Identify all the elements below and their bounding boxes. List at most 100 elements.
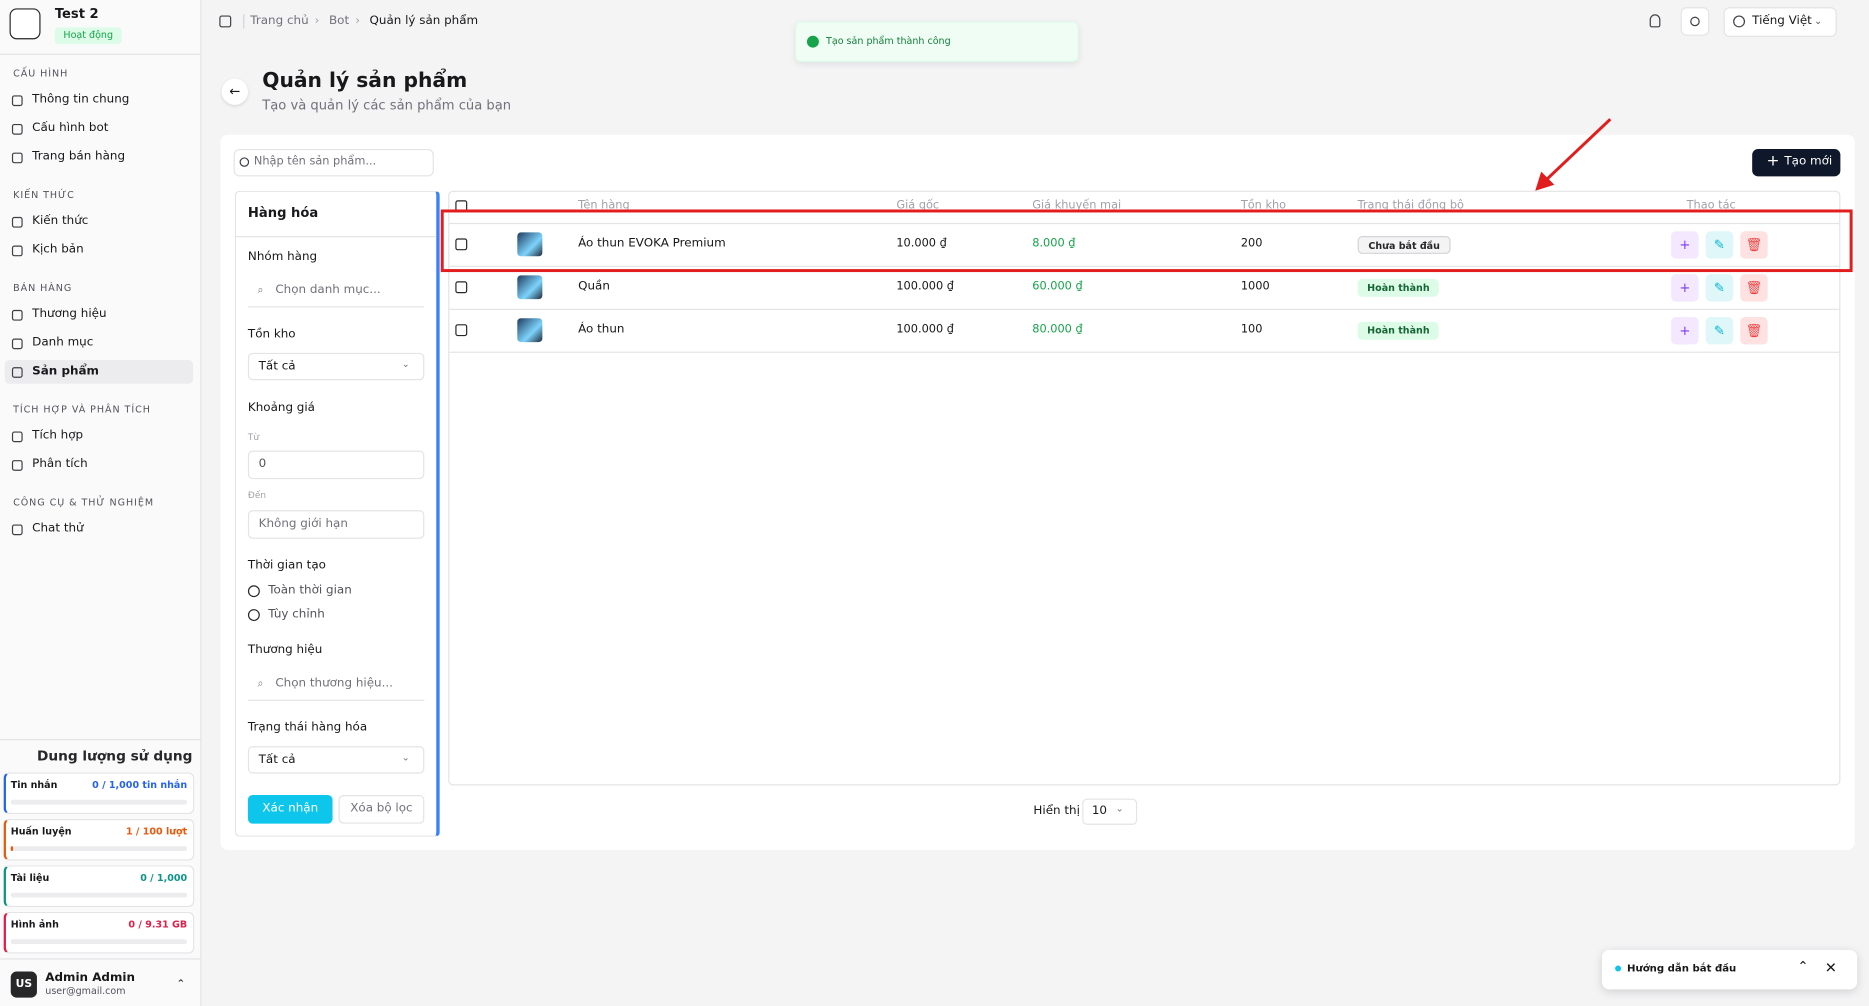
radio-label[interactable]: Toàn thời gian — [268, 584, 352, 598]
checkbox[interactable] — [455, 200, 468, 213]
select[interactable] — [247, 352, 425, 381]
column-header: Giá gốc — [896, 199, 940, 213]
chevron: ⌄ — [401, 752, 410, 763]
create-label[interactable]: Tạo mới — [1784, 154, 1833, 169]
column-header: Tên hàng — [578, 199, 630, 213]
delete-button[interactable]: 🗑 — [1740, 231, 1768, 259]
nav-icon — [11, 216, 23, 228]
page-size-value: 10 — [1091, 804, 1108, 818]
chevron: ⌄ — [401, 358, 410, 370]
language: Tiếng Việt — [1752, 14, 1812, 28]
guide-text[interactable]: Hướng dẫn bắt đầu — [1627, 963, 1737, 976]
search[interactable] — [233, 148, 434, 177]
back-button[interactable]: ← — [221, 78, 248, 105]
breadcrumb[interactable]: Trang chủ — [250, 14, 309, 28]
globe — [1733, 15, 1746, 28]
usage-title: Dung lượng sử dụng — [36, 747, 193, 765]
filter-label: Trạng thái hàng hóa — [247, 721, 368, 735]
nav-item[interactable]: Kịch bản — [32, 243, 84, 257]
nav-item[interactable]: Cấu hình bot — [32, 121, 109, 135]
filter-label: Tồn kho — [247, 327, 296, 341]
nav-icon — [11, 95, 23, 107]
product-image — [517, 232, 543, 257]
product-name[interactable]: Quần — [578, 280, 610, 294]
product-name[interactable]: Áo thun EVOKA Premium — [578, 237, 726, 251]
usage-value: 0 / 1,000 — [140, 872, 188, 884]
sidebar-toggle[interactable] — [219, 15, 232, 28]
checkbox[interactable] — [455, 238, 468, 251]
underline — [247, 699, 425, 701]
original-price: 100.000 ₫ — [896, 323, 954, 337]
column-header: Tồn kho — [1240, 199, 1287, 213]
clear-button[interactable]: Xóa bộ lọc — [338, 795, 425, 824]
nav-item[interactable]: Danh mục — [32, 336, 94, 350]
usage-card — [3, 865, 195, 908]
sync-status: Hoàn thành — [1357, 278, 1440, 297]
brand-placeholder[interactable]: Chọn thương hiệu... — [275, 677, 393, 691]
usage-label: Hình ảnh — [10, 919, 59, 930]
nav-item[interactable]: Thương hiệu — [32, 307, 107, 321]
usage-label: Tin nhắn — [10, 779, 58, 791]
create-button[interactable] — [1752, 148, 1841, 177]
add-button[interactable]: + — [1671, 317, 1699, 345]
radio[interactable] — [247, 585, 260, 598]
section-title: TÍCH HỢP VÀ PHÂN TÍCH — [13, 404, 151, 415]
edit-button[interactable]: ✎ — [1705, 317, 1734, 345]
sync-status: Chưa bắt đầu — [1357, 236, 1451, 254]
page-size[interactable] — [1082, 798, 1138, 825]
delete-button[interactable]: 🗑 — [1740, 274, 1768, 302]
confirm-button[interactable]: Xác nhận — [247, 795, 333, 824]
sale-price: 80.000 ₫ — [1032, 323, 1083, 337]
nav-item[interactable]: Chat thử — [32, 522, 84, 536]
nav-icon — [11, 245, 23, 257]
user-menu[interactable]: ⌃ — [176, 978, 186, 991]
edit-button[interactable]: ✎ — [1705, 274, 1734, 302]
edit-button[interactable]: ✎ — [1705, 231, 1734, 259]
guide-collapse[interactable]: ⌃ — [1797, 958, 1809, 974]
group-placeholder[interactable]: Chọn danh mục... — [275, 283, 381, 297]
nav-item[interactable]: Thông tin chung — [32, 92, 130, 107]
radio[interactable] — [247, 609, 260, 622]
input[interactable] — [247, 510, 425, 539]
nav-item[interactable]: Trang bán hàng — [32, 150, 126, 164]
breadcrumb-sep: › — [314, 14, 320, 28]
row-border — [449, 351, 1840, 353]
original-price: 100.000 ₫ — [896, 280, 954, 294]
page-title: Quản lý sản phẩm — [262, 69, 468, 93]
row-border — [449, 265, 1840, 267]
nav-item[interactable]: Phân tích — [32, 457, 88, 471]
nav-item[interactable]: Sản phẩm — [32, 364, 99, 378]
input[interactable] — [247, 450, 425, 480]
add-button[interactable]: + — [1671, 231, 1699, 259]
nav-active — [4, 359, 194, 384]
usage-card — [3, 818, 195, 861]
usage-bar — [10, 939, 188, 945]
checkbox[interactable] — [455, 281, 468, 294]
usage-fill — [10, 846, 14, 852]
search-placeholder: Nhập tên sản phẩm... — [253, 154, 377, 169]
add-button[interactable]: + — [1671, 274, 1699, 302]
nav-item[interactable]: Kiến thức — [32, 214, 89, 228]
usage-bar — [10, 846, 188, 852]
sep — [243, 14, 245, 29]
column-header: Thao tác — [1686, 199, 1736, 213]
nav-item[interactable]: Tích hợp — [32, 429, 84, 443]
radio-label[interactable]: Tùy chỉnh — [268, 607, 325, 622]
nav-icon — [11, 123, 23, 135]
product-image — [517, 275, 543, 300]
delete-button[interactable]: 🗑 — [1740, 317, 1768, 345]
stock: 200 — [1240, 237, 1263, 251]
product-name[interactable]: Áo thun — [578, 323, 625, 337]
divider — [0, 53, 202, 55]
select[interactable] — [247, 746, 425, 774]
guide-close[interactable]: ✕ — [1824, 959, 1837, 977]
breadcrumb-sep: › — [355, 14, 360, 28]
bell[interactable] — [1649, 14, 1661, 28]
sync-status: Hoàn thành — [1357, 321, 1440, 340]
checkbox[interactable] — [455, 324, 468, 337]
to-label: Đến — [247, 489, 267, 501]
usage-card — [3, 772, 195, 815]
breadcrumb[interactable]: Bot — [328, 14, 350, 28]
page-subtitle: Tạo và quản lý các sản phẩm của bạn — [262, 97, 512, 114]
